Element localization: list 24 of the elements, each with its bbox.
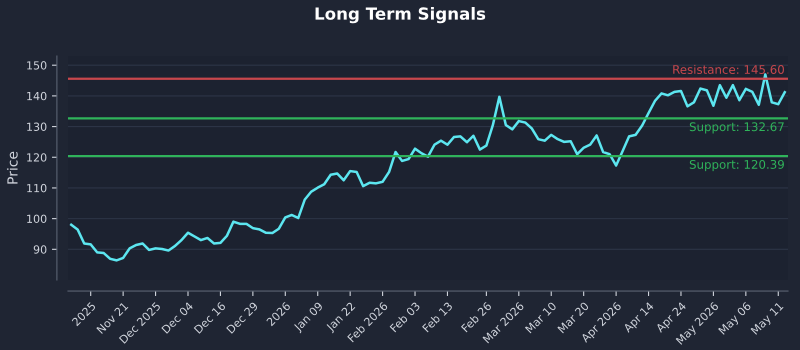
y-tick-label: 120 bbox=[27, 153, 46, 162]
x-tick-label: Mar 20 bbox=[557, 301, 590, 334]
x-tick-label: Jan 09 bbox=[292, 302, 325, 334]
y-tick-label: 90 bbox=[34, 245, 46, 254]
line-series bbox=[70, 73, 786, 262]
x-tick-label: Feb 03 bbox=[389, 301, 420, 333]
x-tick-label: Dec 04 bbox=[161, 301, 194, 334]
x-tick-label: Feb 26 bbox=[460, 301, 492, 333]
x-tick-label: Dec 16 bbox=[194, 301, 226, 334]
x-tick-label: Dec 29 bbox=[226, 302, 258, 334]
x-tick-label: Mar 10 bbox=[524, 301, 557, 334]
x-tick-label: Apr 14 bbox=[622, 302, 656, 334]
y-tick-label: 130 bbox=[27, 122, 46, 131]
y-axis-title: Price bbox=[6, 152, 18, 184]
x-tick-label: Feb 13 bbox=[422, 301, 453, 333]
ref-line-label: Support: 120.39 bbox=[690, 160, 784, 172]
chart-title: Long Term Signals bbox=[316, 7, 486, 24]
y-tick-label: 150 bbox=[27, 61, 46, 70]
y-tick-label: 110 bbox=[27, 184, 46, 192]
y-tick-label: 140 bbox=[27, 92, 46, 100]
x-tick-label: Nov 21 bbox=[96, 302, 128, 334]
ref-line-label: Resistance: 145.60 bbox=[673, 64, 784, 74]
y-tick-label: 100 bbox=[27, 214, 46, 224]
ref-line-label: Support: 132.67 bbox=[690, 122, 784, 134]
